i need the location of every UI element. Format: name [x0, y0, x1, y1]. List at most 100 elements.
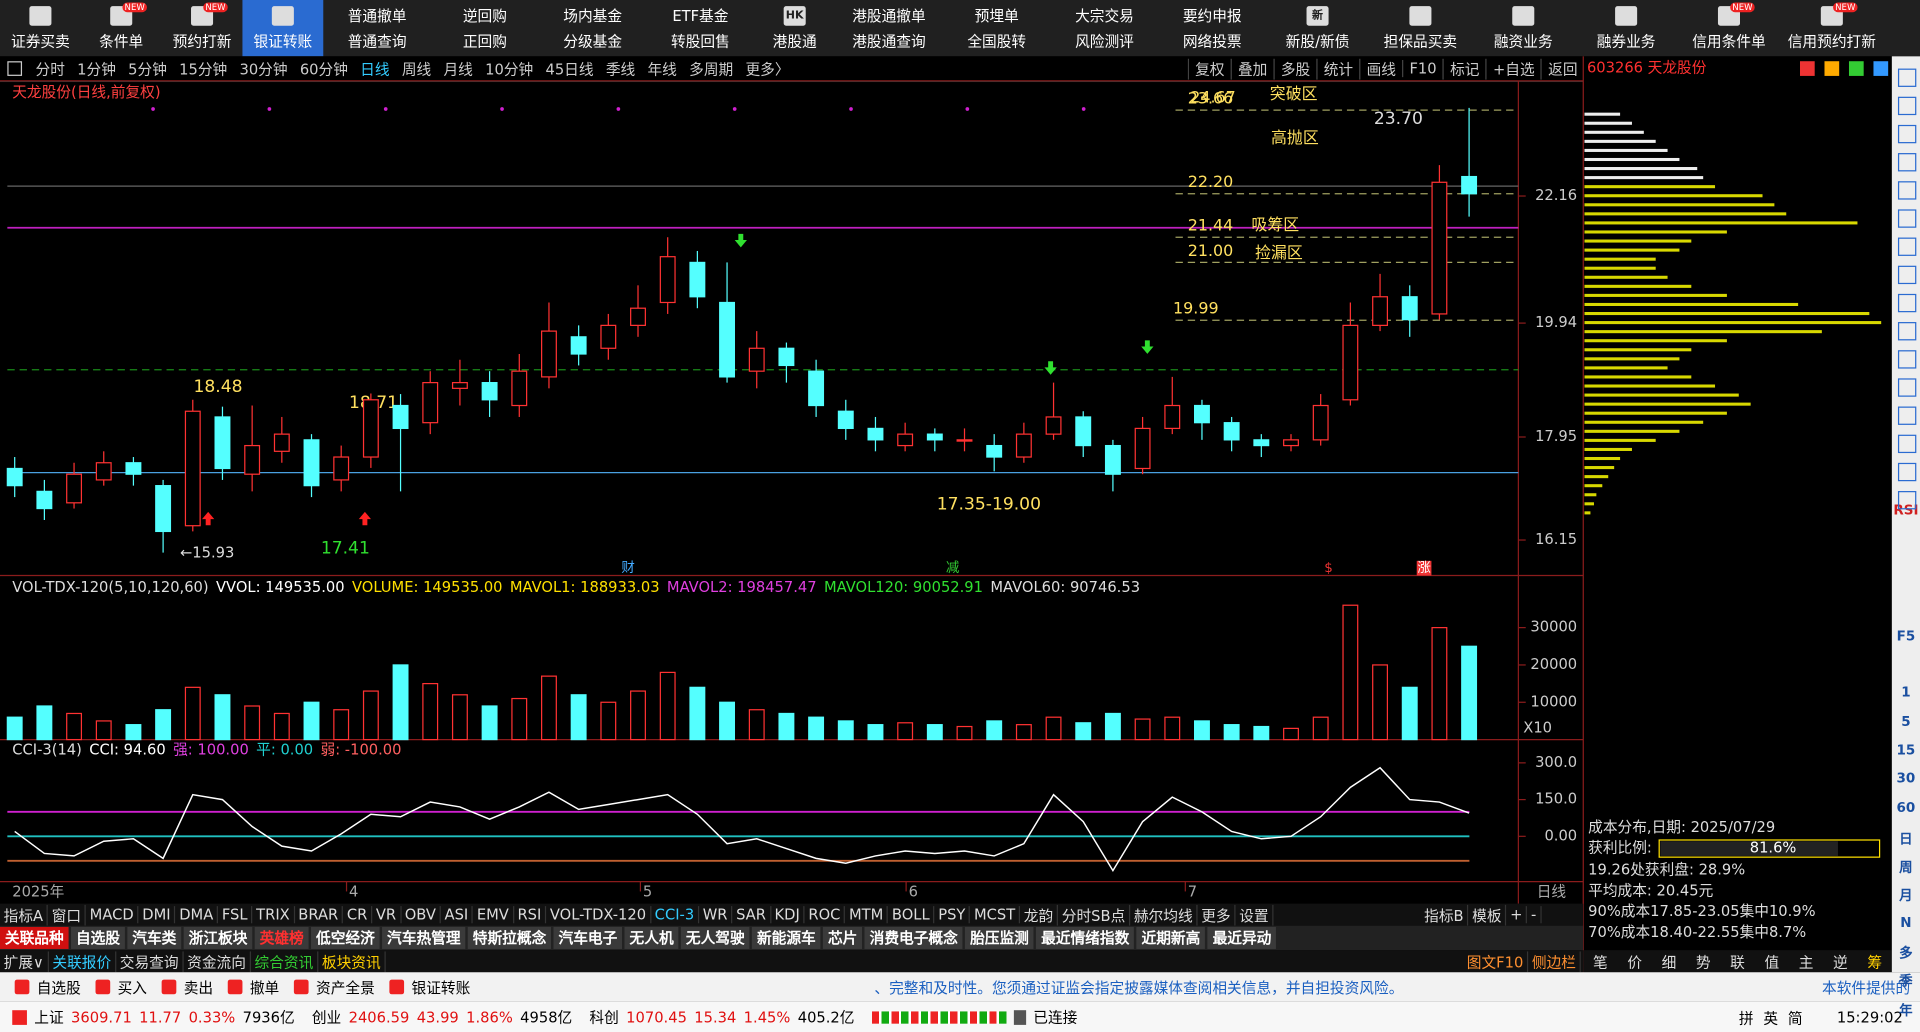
- period-tab[interactable]: 分时: [35, 60, 65, 78]
- chart-tool[interactable]: 复权: [1187, 58, 1231, 79]
- period-tab[interactable]: 更多〉: [745, 60, 790, 78]
- sector-tab[interactable]: 最近情绪指数: [1036, 926, 1135, 949]
- chart-tool[interactable]: 画线: [1359, 58, 1402, 79]
- side-icon[interactable]: [1897, 237, 1917, 256]
- trade-button[interactable]: 撤单: [227, 977, 279, 998]
- chart-tool[interactable]: +自选: [1485, 58, 1541, 79]
- indicator-tab[interactable]: 分时SB点: [1058, 904, 1131, 926]
- sector-tab[interactable]: 无人驾驶: [681, 926, 750, 949]
- right-tab[interactable]: 笔: [1593, 953, 1608, 971]
- side-button[interactable]: 周: [1899, 859, 1913, 876]
- side-button[interactable]: F5: [1896, 628, 1916, 645]
- chart-tool[interactable]: 叠加: [1230, 58, 1274, 79]
- indicator-tab[interactable]: BRAR: [295, 906, 344, 924]
- indicator-tab[interactable]: MACD: [86, 906, 139, 924]
- toolbar-button[interactable]: 担保品买卖: [1369, 0, 1472, 56]
- sector-tab[interactable]: 英雄榜: [254, 926, 309, 949]
- side-icon[interactable]: [1897, 434, 1917, 454]
- sector-tab[interactable]: 汽车电子: [553, 926, 623, 949]
- indicator-tab[interactable]: VR: [372, 906, 402, 924]
- indicator-tab[interactable]: FSL: [218, 906, 253, 924]
- side-icon[interactable]: [1897, 491, 1917, 510]
- bottom-tab[interactable]: 图文F10: [1463, 950, 1529, 972]
- ime-key[interactable]: 拼: [1738, 1009, 1754, 1027]
- toolbar-button[interactable]: 场内基金 分级基金: [539, 0, 647, 56]
- panel-toggle[interactable]: [7, 61, 23, 76]
- indicator-tab[interactable]: 设置: [1236, 904, 1274, 926]
- side-button[interactable]: 1: [1901, 684, 1911, 701]
- toolbar-button[interactable]: 大宗交易 风险测评: [1051, 0, 1159, 56]
- chart-tool[interactable]: F10: [1402, 60, 1443, 78]
- side-button[interactable]: 季: [1899, 973, 1913, 990]
- indicator-tab[interactable]: 窗口: [48, 904, 87, 926]
- sector-tab[interactable]: 自选股: [71, 926, 125, 949]
- side-icon[interactable]: [1897, 68, 1917, 87]
- bottom-tab[interactable]: 综合资讯: [251, 950, 319, 972]
- trade-button[interactable]: 卖出: [161, 977, 213, 998]
- indicator-tab[interactable]: MCST: [970, 906, 1021, 924]
- indicator-tab[interactable]: CCI-3: [651, 906, 700, 924]
- toolbar-button[interactable]: 要约申报 网络投票: [1158, 0, 1266, 56]
- period-tab[interactable]: 年线: [647, 60, 677, 78]
- toolbar-button[interactable]: 新新股/新债: [1266, 0, 1369, 56]
- toolbar-button[interactable]: HK 港股通: [754, 0, 835, 56]
- trade-button[interactable]: 买入: [95, 977, 147, 998]
- toolbar-button[interactable]: 融资业务: [1472, 0, 1575, 56]
- toolbar-button[interactable]: 信用预约打新 NEW: [1780, 0, 1883, 56]
- indicator-tab[interactable]: KDJ: [771, 906, 805, 924]
- indicator-tab[interactable]: -: [1527, 906, 1542, 924]
- period-tab[interactable]: 30分钟: [239, 60, 288, 78]
- indicator-tab[interactable]: 龙韵: [1020, 904, 1059, 926]
- period-tab[interactable]: 45日线: [545, 60, 594, 78]
- bottom-tab[interactable]: 关联报价: [49, 950, 117, 972]
- chart-tool[interactable]: 多股: [1273, 58, 1317, 79]
- sector-tab[interactable]: 汽车热管理: [382, 926, 466, 949]
- period-tab[interactable]: 月线: [443, 60, 473, 78]
- indicator-tab[interactable]: MTM: [845, 906, 889, 924]
- indicator-tab[interactable]: BOLL: [888, 906, 935, 924]
- ime-key[interactable]: 英: [1763, 1009, 1779, 1027]
- ime-key[interactable]: 简: [1787, 1009, 1803, 1027]
- side-icon[interactable]: [1897, 293, 1917, 313]
- side-icon[interactable]: [1897, 378, 1917, 397]
- indicator-tab[interactable]: SAR: [732, 906, 771, 924]
- toolbar-button[interactable]: 预约打新 NEW: [162, 0, 243, 56]
- indicator-tab[interactable]: DMI: [139, 906, 176, 924]
- sector-tab[interactable]: 浙江板块: [183, 926, 253, 949]
- side-button[interactable]: 年: [1899, 1002, 1913, 1019]
- toolbar-button[interactable]: 普通撤单 普通查询: [323, 0, 431, 56]
- indicator-tab[interactable]: ROC: [805, 906, 846, 924]
- chart-tool[interactable]: 统计: [1316, 58, 1359, 79]
- right-tab[interactable]: 价: [1627, 953, 1643, 971]
- period-tab[interactable]: 10分钟: [485, 60, 534, 78]
- period-tab[interactable]: 1分钟: [77, 60, 116, 78]
- period-tab[interactable]: 60分钟: [299, 60, 348, 78]
- side-button[interactable]: 30: [1896, 770, 1916, 787]
- bottom-tab[interactable]: 扩展∨: [0, 950, 49, 972]
- trade-button[interactable]: 资产全景: [293, 977, 375, 998]
- period-tab[interactable]: 多周期: [689, 60, 734, 78]
- bottom-tab[interactable]: 资金流向: [183, 950, 251, 972]
- toolbar-button[interactable]: ETF基金 转股回售: [647, 0, 755, 56]
- sector-tab[interactable]: 近期新高: [1136, 926, 1206, 949]
- toolbar-button[interactable]: 融券业务: [1575, 0, 1678, 56]
- trade-button[interactable]: 银证转账: [389, 977, 470, 998]
- side-button[interactable]: N: [1900, 914, 1912, 931]
- sector-tab[interactable]: 关联品种: [0, 926, 69, 949]
- indicator-tab[interactable]: 更多: [1198, 904, 1236, 926]
- period-tab[interactable]: 5分钟: [128, 60, 167, 78]
- indicator-tab[interactable]: ASI: [441, 906, 474, 924]
- side-button[interactable]: 多: [1899, 945, 1913, 962]
- indicator-tab[interactable]: 指标A: [0, 904, 49, 926]
- indicator-tab[interactable]: 模板: [1468, 904, 1507, 926]
- sector-tab[interactable]: 特斯拉概念: [467, 926, 552, 949]
- toolbar-button[interactable]: 信用条件单 NEW: [1678, 0, 1781, 56]
- trade-button[interactable]: 自选股: [14, 977, 81, 998]
- indicator-tab[interactable]: CR: [343, 906, 373, 924]
- right-tab[interactable]: 势: [1695, 953, 1711, 971]
- indicator-tab[interactable]: 指标B: [1420, 904, 1469, 926]
- side-icon[interactable]: [1897, 96, 1917, 116]
- bottom-tab[interactable]: 侧边栏: [1528, 950, 1581, 972]
- side-icon[interactable]: [1897, 265, 1917, 285]
- toolbar-button[interactable]: 港股通撤单 港股通查询: [835, 0, 943, 56]
